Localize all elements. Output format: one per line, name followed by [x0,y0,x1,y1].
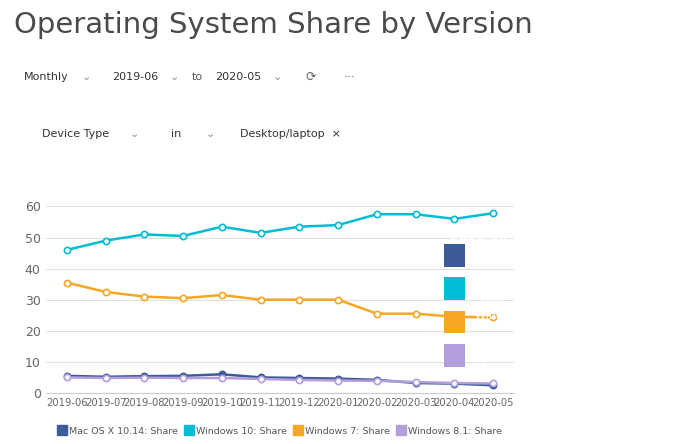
Text: OR: OR [57,98,74,108]
Text: ⌄: ⌄ [81,72,91,82]
Text: Mac OS X 10.14:: Mac OS X 10.14: [475,244,568,254]
Bar [444,344,465,367]
Text: Share:: Share: [475,262,512,271]
Text: Share:: Share: [475,295,512,305]
Text: Desktop/laptop  ×: Desktop/laptop × [241,129,342,139]
Bar [444,277,465,300]
Text: in: in [172,129,182,139]
Bar [444,244,465,267]
Text: 2020-05: 2020-05 [449,230,508,243]
Text: 2019-06: 2019-06 [111,72,158,82]
Text: 2.46%: 2.46% [650,244,685,254]
Text: 2020-05: 2020-05 [216,72,262,82]
Text: ⊕ Add group: ⊕ Add group [589,71,664,84]
Bar [444,310,465,333]
Text: Share:: Share: [475,361,512,371]
Text: to: to [192,72,203,82]
Text: AND: AND [19,98,46,108]
Legend: Mac OS X 10.14: Share, Windows 10: Share, Windows 7: Share, Windows 8.1: Share: Mac OS X 10.14: Share, Windows 10: Share… [55,423,505,439]
Text: 3.04%: 3.04% [650,344,685,354]
Text: ⟳: ⟳ [305,71,316,84]
Text: ···: ··· [344,71,356,84]
Text: 24.28%: 24.28% [643,310,685,321]
Text: Windows 10:: Windows 10: [475,277,546,287]
Text: ⌄: ⌄ [206,129,216,139]
Text: Windows 7: Share:: Windows 7: Share: [475,310,579,321]
Text: Windows 8.1:: Windows 8.1: [475,344,550,354]
Text: ⌄: ⌄ [273,72,283,82]
Text: ⓘ  ✕ Delete: ⓘ ✕ Delete [594,127,660,141]
Text: Operating System Share by Version: Operating System Share by Version [14,11,533,39]
Text: ⌄: ⌄ [169,72,179,82]
Text: Monthly: Monthly [24,72,68,82]
Text: + Add filter: + Add filter [474,71,542,84]
Text: ⌄: ⌄ [130,129,139,139]
Text: 57.83%: 57.83% [643,277,685,287]
Text: Device Type: Device Type [42,129,108,139]
